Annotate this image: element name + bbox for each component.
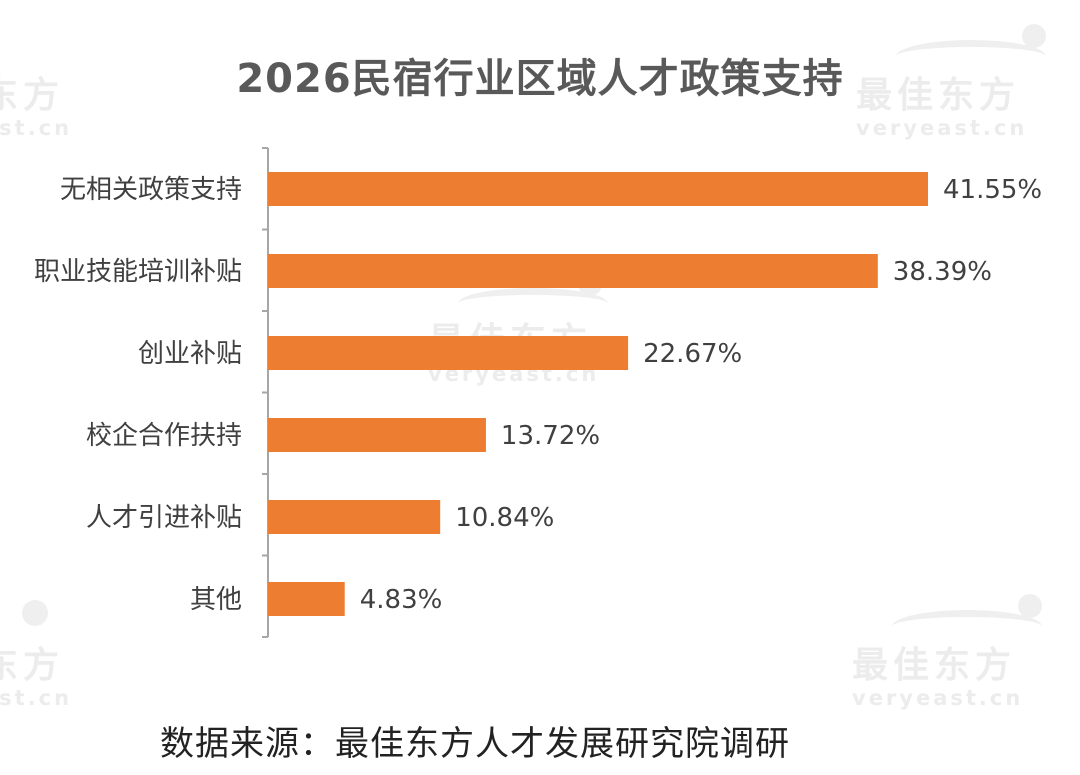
category-label: 校企合作扶持 (86, 421, 242, 451)
watermark-arc (896, 40, 1046, 73)
category-label: 创业补贴 (138, 339, 242, 369)
value-label: 22.67% (643, 339, 742, 369)
bar (268, 500, 441, 534)
watermark-text: 东方 (0, 75, 65, 116)
watermark-dot (1018, 594, 1042, 618)
bar (268, 254, 878, 288)
category-label: 无相关政策支持 (60, 175, 242, 205)
category-label: 人才引进补贴 (86, 503, 242, 533)
watermark-text: 最佳东方 (852, 645, 1017, 686)
category-label: 职业技能培训补贴 (34, 257, 242, 287)
watermark-domain: veryeast.cn (852, 686, 1024, 710)
bar (268, 172, 928, 206)
watermark-domain: ast.cn (0, 116, 73, 140)
bar (268, 418, 486, 452)
watermark-top-right: 最佳东方 veryeast.cn (856, 24, 1046, 140)
watermark-bottom-right: 最佳东方 veryeast.cn (852, 594, 1042, 710)
data-source-note: 数据来源：最佳东方人才发展研究院调研 (160, 724, 790, 764)
value-label: 4.83% (360, 585, 443, 615)
watermark-dot (22, 600, 48, 626)
labels-layer: 无相关政策支持 41.55% 职业技能培训补贴 38.39% 创业补贴 22.67% 校企合… (34, 175, 1042, 615)
bars-layer (268, 172, 928, 616)
watermark-domain: veryeast.cn (856, 116, 1028, 140)
watermark-domain: ast.cn (0, 686, 73, 710)
bar (268, 582, 345, 616)
watermark-text: 东方 (0, 645, 65, 686)
value-label: 13.72% (501, 421, 600, 451)
watermark-arc (892, 610, 1042, 643)
value-label: 41.55% (943, 175, 1042, 205)
chart-title: 2026民宿行业区域人才政策支持 (236, 56, 844, 102)
value-label: 10.84% (455, 503, 554, 533)
value-label: 38.39% (893, 257, 992, 287)
watermark-text: 最佳东方 (856, 75, 1021, 116)
category-label: 其他 (190, 585, 242, 615)
watermark-top-left: 东方 ast.cn (0, 66, 72, 140)
axis-layer (262, 147, 269, 638)
watermark-dot (1022, 24, 1046, 48)
watermark-bottom-left: 东方 ast.cn (0, 600, 73, 710)
bar (268, 336, 629, 370)
watermark-arc (458, 288, 608, 319)
